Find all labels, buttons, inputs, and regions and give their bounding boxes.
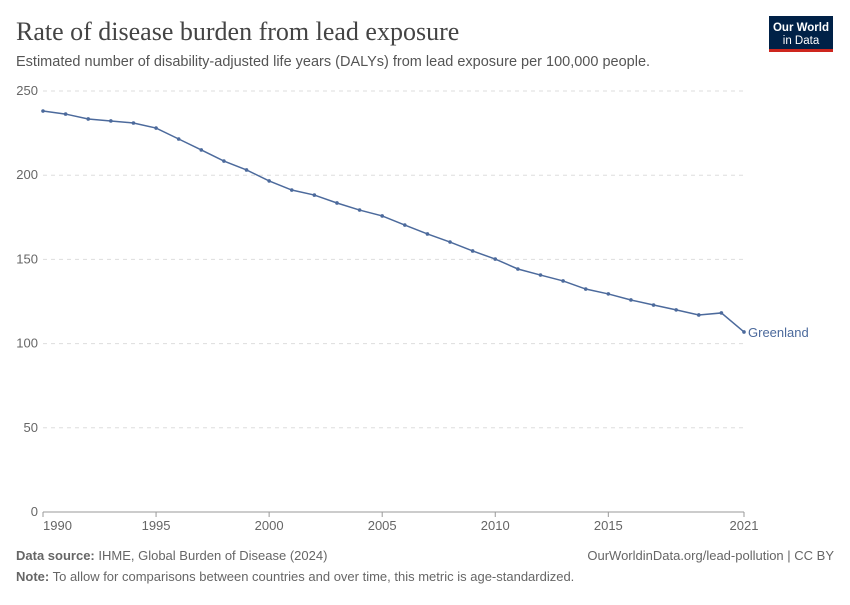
point [448, 240, 452, 244]
series-label: Greenland [748, 325, 809, 340]
y-tick-label: 150 [16, 251, 38, 266]
point [561, 279, 565, 283]
point [742, 330, 746, 334]
point [63, 112, 68, 116]
point [470, 249, 475, 253]
point [86, 117, 91, 121]
note-text: To allow for comparisons between countri… [53, 569, 575, 584]
url[interactable]: OurWorldinData.org/lead-pollution | CC B… [587, 548, 834, 563]
y-tick-label: 250 [16, 83, 38, 98]
chart-title: Rate of disease burden from lead exposur… [16, 17, 459, 46]
x-tick-label: 2000 [255, 518, 284, 533]
logo-text: in Data [783, 35, 820, 47]
point [493, 257, 498, 261]
x-tick-label: 1995 [142, 518, 171, 533]
logo-box[interactable] [769, 16, 833, 49]
point [403, 223, 407, 227]
point [109, 119, 113, 123]
logo-text: Our World [773, 22, 829, 34]
series-line [42, 110, 745, 333]
point [312, 193, 317, 197]
point [380, 214, 384, 218]
y-tick-label: 50 [24, 420, 38, 435]
point [222, 159, 226, 163]
point [244, 168, 249, 172]
point [335, 201, 339, 205]
chart-subtitle: Estimated number of disability-adjusted … [16, 54, 650, 70]
point [516, 267, 520, 271]
point [131, 121, 136, 125]
note: Note: To allow for comparisons between c… [16, 569, 574, 584]
point [41, 109, 45, 113]
point [583, 287, 588, 291]
x-tick-label: 2010 [481, 518, 510, 533]
y-tick-label: 100 [16, 336, 38, 351]
point [425, 232, 430, 236]
note-label: Note: [16, 569, 49, 584]
source-label: Data source: [16, 548, 95, 563]
point [629, 298, 633, 302]
source-note: Data source: IHME, Global Burden of Dise… [16, 548, 327, 563]
y-tick-label: 200 [16, 167, 38, 182]
logo-bar [769, 49, 833, 52]
point [696, 313, 701, 317]
point [651, 303, 656, 307]
x-tick-label: 2021 [730, 518, 759, 533]
y-tick-label: 0 [31, 504, 38, 519]
x-tick-label: 1990 [43, 518, 72, 533]
point [357, 208, 362, 212]
point [606, 292, 611, 296]
point [176, 137, 181, 141]
point [719, 311, 724, 315]
point [538, 273, 543, 277]
point [289, 188, 294, 192]
point [267, 179, 271, 183]
point [154, 126, 158, 130]
source: IHME, Global Burden of Disease (2024) [98, 548, 327, 563]
point [674, 308, 678, 312]
point [199, 148, 204, 152]
x-tick-label: 2005 [368, 518, 397, 533]
x-tick-label: 2015 [594, 518, 623, 533]
